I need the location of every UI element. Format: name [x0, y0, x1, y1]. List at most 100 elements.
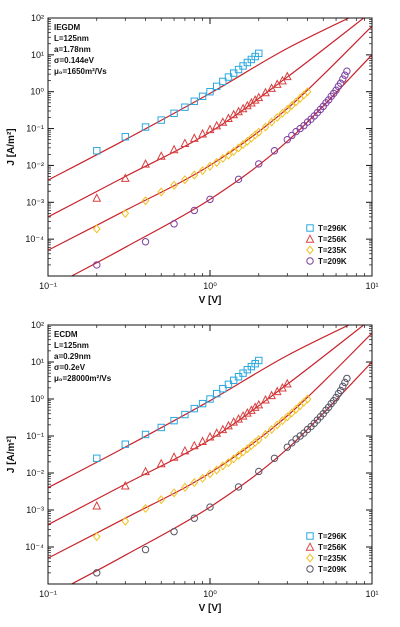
y-tick-label: 10²	[31, 320, 44, 330]
data-point	[189, 440, 199, 450]
legend-marker	[306, 245, 314, 255]
data-point	[190, 404, 199, 413]
data-point	[93, 261, 101, 269]
legend-marker	[305, 542, 315, 551]
data-point	[190, 514, 199, 522]
fit-line	[48, 18, 365, 218]
data-point	[224, 73, 233, 81]
data-point	[234, 143, 243, 153]
data-point	[270, 147, 279, 155]
x-tick-label: 10⁰	[203, 589, 217, 599]
data-point	[336, 386, 345, 395]
plot-frame	[47, 324, 373, 585]
data-point	[190, 206, 199, 215]
legend-marker	[306, 224, 314, 232]
data-point	[206, 88, 214, 96]
data-point	[190, 478, 199, 488]
y-axis-label: J [A/m²]	[6, 128, 17, 165]
data-point	[121, 208, 130, 218]
data-point	[332, 86, 340, 94]
y-tick-label: 10⁻²	[26, 468, 44, 478]
data-point	[141, 466, 150, 476]
data-point	[267, 424, 276, 435]
data-point	[283, 443, 291, 451]
data-point	[170, 416, 178, 425]
legend-marker	[306, 553, 314, 563]
data-point	[278, 75, 287, 85]
data-point	[278, 382, 287, 392]
data-point	[343, 67, 351, 75]
data-point	[180, 138, 190, 147]
data-point	[283, 104, 292, 115]
data-point	[255, 160, 263, 168]
model-parameter: a=1.78nm	[54, 45, 91, 54]
legend-marker	[306, 257, 314, 265]
data-point	[246, 405, 256, 414]
data-point	[93, 569, 101, 577]
data-point	[255, 356, 263, 365]
data-point	[261, 394, 270, 404]
y-tick-label: 10⁻¹	[26, 431, 44, 441]
data-point	[181, 482, 189, 492]
model-parameter: μ₀=1650m²/Vs	[54, 67, 107, 76]
model-parameter: L=125nm	[54, 341, 89, 350]
legend-label: T=256K	[318, 543, 347, 552]
data-point	[157, 116, 165, 124]
data-point	[157, 187, 166, 197]
data-point	[303, 87, 312, 97]
data-point	[229, 146, 238, 156]
legend-label: T=296K	[318, 224, 347, 233]
data-point	[198, 166, 207, 176]
model-parameter: μ₀=28000m²/Vs	[54, 374, 112, 383]
data-point	[254, 435, 263, 445]
data-point	[206, 469, 214, 479]
data-point	[141, 123, 150, 131]
data-point	[287, 101, 296, 111]
data-point	[254, 399, 264, 409]
data-point	[254, 92, 264, 102]
legend-marker	[306, 565, 314, 573]
y-tick-label: 10⁻¹	[26, 124, 44, 134]
data-point	[261, 122, 270, 132]
data-point	[246, 97, 256, 107]
data-point	[141, 430, 150, 439]
data-point	[229, 454, 238, 464]
data-point	[141, 503, 150, 514]
chart-panel-top: 10⁻¹ 10⁰ 10¹ 10² 10¹ 10⁰ 10⁻¹ 10⁻² 10⁻³ 10⁻⁴ V [V]…	[6, 13, 379, 306]
data-point	[206, 195, 214, 204]
data-point	[121, 133, 129, 141]
data-point	[339, 75, 347, 83]
x-tick-label: 10⁰	[203, 281, 217, 291]
x-tick-label: 10¹	[365, 589, 378, 599]
data-point	[206, 503, 214, 511]
y-tick-label: 10⁰	[30, 394, 44, 404]
model-name: ECDM	[54, 330, 78, 339]
data-point	[339, 382, 347, 391]
data-point	[303, 394, 312, 404]
data-point	[255, 467, 263, 476]
data-point	[121, 440, 129, 448]
y-tick-label: 10⁰	[30, 87, 44, 97]
series-T=235K	[92, 87, 312, 234]
data-point	[141, 159, 150, 168]
data-point	[250, 94, 260, 104]
x-tick-label: 10⁻¹	[39, 281, 57, 291]
series-T=256K	[92, 71, 292, 202]
data-point	[273, 420, 282, 430]
data-points	[92, 356, 351, 577]
x-axis-label: V [V]	[199, 603, 222, 614]
data-point	[169, 452, 179, 461]
fit-line	[48, 325, 365, 526]
data-point	[270, 454, 279, 462]
data-point	[170, 527, 178, 536]
data-point	[157, 495, 166, 505]
data-point	[336, 79, 345, 87]
data-point	[282, 378, 292, 388]
legend-marker	[305, 234, 315, 243]
x-axis-label: V [V]	[199, 295, 222, 306]
data-point	[219, 77, 227, 86]
data-point	[273, 112, 282, 123]
legend-label: T=235K	[318, 554, 347, 563]
legend-label: T=235K	[318, 246, 347, 255]
series-T=235K	[92, 394, 312, 542]
